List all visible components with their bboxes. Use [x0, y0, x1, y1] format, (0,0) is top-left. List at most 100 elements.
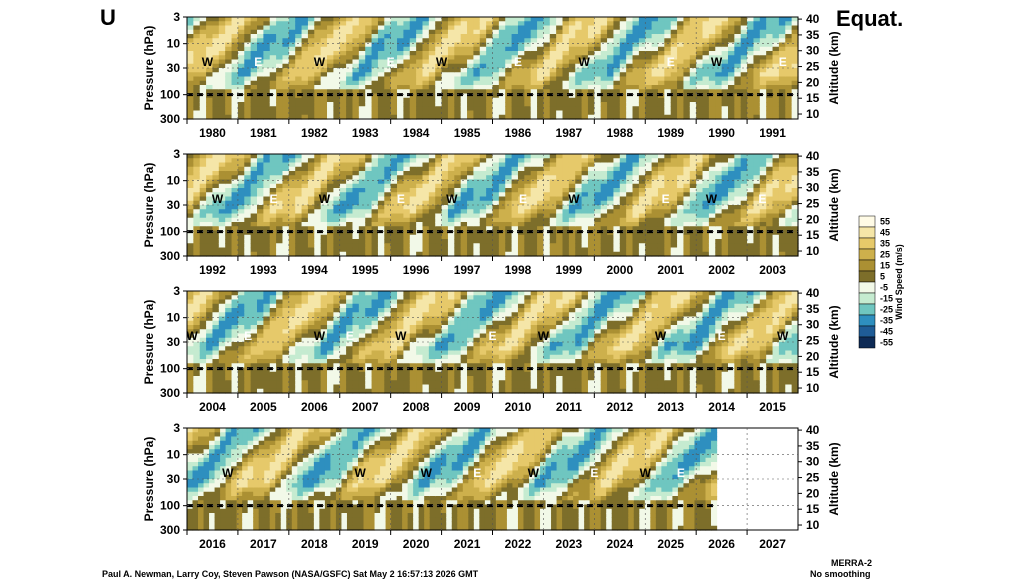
wind-cell	[218, 179, 226, 185]
wind-cell	[460, 102, 468, 107]
wind-cell	[492, 209, 500, 215]
wind-cell	[549, 234, 557, 240]
wind-cell	[193, 312, 201, 318]
wind-cell	[199, 29, 207, 35]
wind-cell	[339, 251, 347, 257]
wind-cell	[556, 76, 564, 82]
wind-cell	[371, 17, 379, 22]
wind-cell	[594, 154, 602, 159]
wind-cell	[416, 175, 424, 181]
wind-cell	[467, 209, 474, 215]
wind-cell	[193, 367, 201, 373]
wind-cell	[428, 85, 436, 90]
wind-cell	[244, 205, 252, 210]
wind-cell	[556, 17, 564, 22]
wind-cell	[384, 217, 392, 223]
wind-cell	[428, 97, 436, 103]
wind-cell	[727, 179, 735, 185]
wind-cell	[339, 166, 347, 172]
wind-cell	[441, 110, 449, 116]
wind-cell	[638, 51, 646, 56]
wind-cell	[619, 213, 627, 219]
wind-cell	[467, 55, 474, 61]
wind-cell	[250, 51, 258, 56]
wind-cell	[187, 388, 194, 394]
wind-cell	[288, 234, 296, 240]
wind-cell	[320, 171, 328, 176]
wind-cell	[766, 196, 774, 202]
wind-cell	[199, 85, 207, 90]
wind-cell	[568, 158, 576, 164]
wind-cell	[727, 247, 735, 253]
wind-cell	[346, 21, 354, 27]
wind-cell	[377, 217, 385, 223]
wind-cell	[244, 34, 252, 39]
wind-cell	[498, 38, 506, 44]
wind-cell	[218, 85, 226, 90]
wind-cell	[753, 188, 761, 193]
wind-cell	[486, 63, 494, 69]
wind-cell	[212, 299, 220, 305]
wind-cell	[562, 46, 570, 52]
wind-cell	[206, 234, 214, 240]
wind-cell	[581, 42, 589, 48]
wind-cell	[365, 80, 373, 86]
wind-cell	[747, 38, 755, 44]
wind-cell	[479, 34, 487, 39]
wind-cell	[778, 80, 786, 86]
wind-cell	[702, 110, 710, 116]
wind-cell	[320, 29, 328, 35]
wind-cell	[237, 303, 245, 309]
wind-cell	[632, 243, 640, 249]
wind-cell	[594, 175, 602, 181]
wind-cell	[607, 72, 615, 78]
wind-cell	[766, 97, 774, 103]
wind-cell	[772, 114, 780, 120]
wind-cell	[657, 72, 665, 78]
wind-cell	[231, 303, 239, 309]
wind-cell	[199, 17, 207, 22]
wind-cell	[320, 114, 328, 120]
wind-cell	[187, 380, 194, 386]
wind-cell	[352, 188, 360, 193]
wind-cell	[626, 166, 634, 172]
wind-cell	[218, 354, 226, 360]
wind-cell	[428, 251, 436, 257]
wind-cell	[352, 251, 360, 257]
wind-cell	[295, 97, 303, 103]
wind-cell	[696, 247, 704, 253]
wind-cell	[708, 205, 716, 210]
wind-cell	[632, 171, 640, 176]
wind-cell	[543, 102, 551, 107]
wind-cell	[594, 226, 602, 232]
wind-cell	[645, 25, 653, 31]
wind-cell	[568, 243, 576, 249]
wind-cell	[422, 247, 430, 253]
wind-cell	[409, 89, 417, 95]
wind-cell	[619, 63, 627, 69]
wind-cell	[276, 38, 284, 44]
wind-cell	[607, 63, 615, 69]
wind-cell	[339, 234, 347, 240]
wind-cell	[371, 102, 379, 107]
wind-cell	[543, 21, 551, 27]
wind-cell	[467, 166, 474, 172]
wind-cell	[467, 183, 474, 189]
wind-cell	[677, 68, 685, 73]
wind-cell	[613, 154, 621, 159]
wind-cell	[670, 171, 678, 176]
wind-cell	[600, 243, 608, 249]
wind-cell	[339, 21, 347, 27]
wind-cell	[352, 200, 360, 206]
wind-cell	[460, 158, 468, 164]
wind-cell	[371, 158, 379, 164]
wind-cell	[212, 55, 220, 61]
wind-cell	[441, 51, 449, 56]
wind-cell	[276, 42, 284, 48]
wind-cell	[702, 205, 710, 210]
wind-cell	[619, 239, 627, 244]
wind-cell	[288, 205, 296, 210]
wind-cell	[371, 226, 379, 232]
wind-cell	[696, 51, 704, 56]
wind-cell	[250, 239, 258, 244]
